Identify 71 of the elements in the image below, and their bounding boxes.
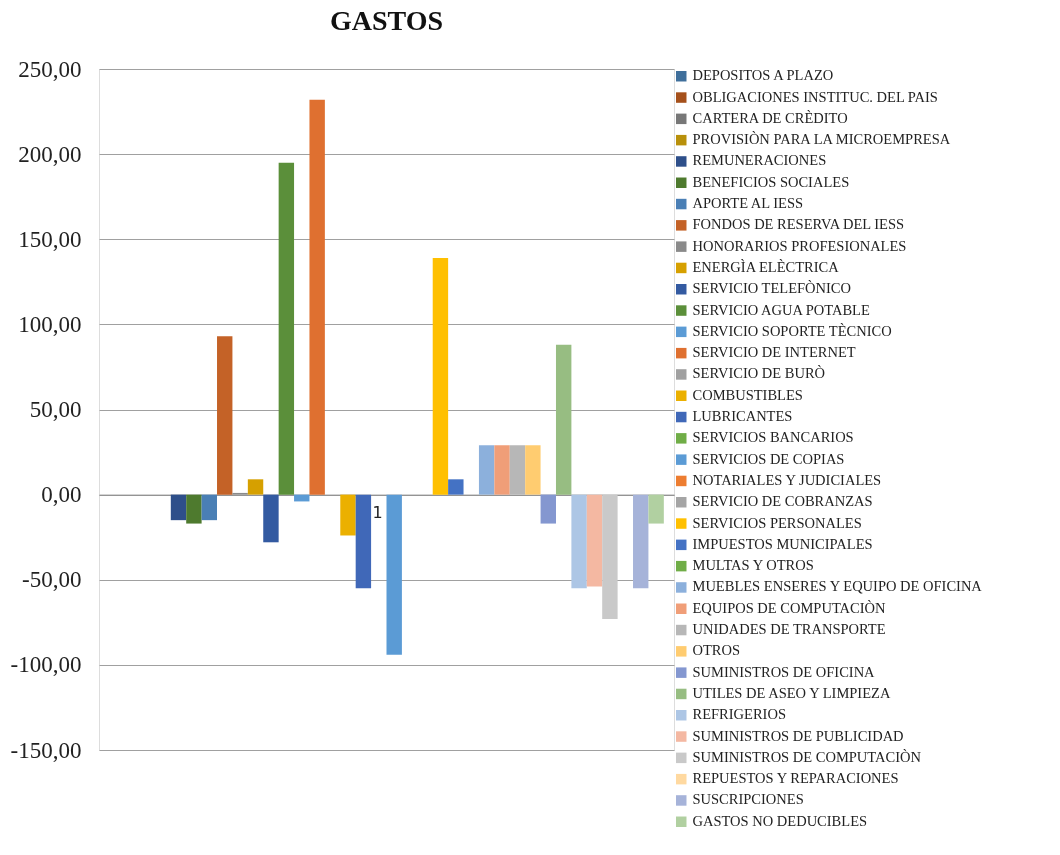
bar: [602, 494, 618, 619]
bar: [540, 494, 556, 524]
bar: [355, 494, 372, 589]
legend-label: REPUESTOS Y REPARACIONES: [692, 770, 899, 787]
bar: [571, 494, 587, 589]
legend-label: EQUIPOS DE COMPUTACIÒN: [692, 599, 887, 616]
y-tick-label: 0,00: [41, 482, 82, 508]
bar: [633, 494, 649, 589]
legend-label: SERVICIO AGUA POTABLE: [692, 301, 870, 318]
legend-label: SERVICIO SOPORTE TÈCNICO: [692, 322, 892, 339]
legend-label: GASTOS NO DEDUCIBLES: [692, 812, 868, 829]
legend-label: ENERGÌA ELÈCTRICA: [692, 258, 840, 275]
y-tick-label: 200,00: [18, 141, 82, 167]
y-tick-label: 250,00: [18, 56, 82, 82]
legend-label: NOTARIALES Y JUDICIALES: [692, 471, 882, 488]
bar: [217, 336, 233, 495]
bar: [263, 494, 279, 543]
bar: [648, 494, 664, 524]
bar: [186, 494, 202, 524]
legend-label: SUMINISTROS DE COMPUTACIÒN: [692, 748, 922, 765]
y-tick-label: 150,00: [18, 226, 82, 252]
bar: [278, 162, 295, 495]
bar: [247, 479, 264, 495]
legend-label: SERVICIOS DE COPIAS: [692, 450, 845, 467]
legend-label: PROVISIÒN PARA LA MICROEMPRESA: [692, 131, 951, 148]
legend-label: MUEBLES ENSERES Y EQUIPO DE OFICINA: [692, 578, 983, 595]
legend-label: MULTAS Y OTROS: [692, 557, 814, 574]
legend-label: OTROS: [692, 642, 741, 659]
legend-label: REMUNERACIONES: [692, 152, 827, 169]
legend-label: SUMINISTROS DE OFICINA: [692, 663, 876, 680]
y-tick-label: -50,00: [22, 567, 82, 593]
legend-label: COMBUSTIBLES: [692, 386, 803, 403]
legend-label: APORTE AL IESS: [692, 195, 804, 212]
legend-label: SUSCRIPCIONES: [692, 791, 804, 808]
y-tick-label: 100,00: [18, 311, 82, 337]
y-tick-label: -100,00: [10, 652, 82, 678]
legend-label: FONDOS DE RESERVA DEL IESS: [692, 216, 905, 233]
bar: [201, 494, 218, 521]
bar: [448, 479, 464, 495]
bar: [478, 445, 495, 495]
bar: [555, 344, 572, 495]
legend-label: SUMINISTROS DE PUBLICIDAD: [692, 727, 904, 744]
bar: [340, 494, 356, 536]
legend-label: UTILES DE ASEO Y LIMPIEZA: [692, 684, 891, 701]
legend-label: SERVICIO TELEFÒNICO: [692, 280, 851, 297]
legend-label: BENEFICIOS SOCIALES: [692, 173, 850, 190]
bar: [432, 257, 449, 495]
legend-label: DEPOSITOS A PLAZO: [692, 67, 834, 84]
bar: [586, 494, 603, 587]
x-tick-label: 1: [372, 503, 383, 523]
bar: [309, 99, 325, 495]
bar: [494, 445, 510, 495]
legend-label: SERVICIO DE COBRANZAS: [692, 493, 873, 510]
legend-label: LUBRICANTES: [692, 408, 793, 425]
legend-label: REFRIGERIOS: [692, 706, 786, 723]
legend-label: CARTERA DE CRÈDITO: [692, 109, 848, 126]
legend-label: SERVICIO DE BURÒ: [692, 365, 826, 382]
legend-label: OBLIGACIONES INSTITUC. DEL PAIS: [692, 88, 938, 105]
bar: [509, 445, 526, 495]
y-tick-label: 50,00: [29, 397, 82, 422]
bar: [386, 494, 402, 655]
legend-label: IMPUESTOS MUNICIPALES: [692, 535, 873, 552]
legend-label: SERVICIOS PERSONALES: [692, 514, 862, 531]
bar: [170, 494, 187, 521]
legend-label: HONORARIOS PROFESIONALES: [692, 237, 907, 254]
legend-label: SERVICIOS BANCARIOS: [692, 429, 854, 446]
legend-label: SERVICIO DE INTERNET: [692, 344, 856, 361]
legend-label: UNIDADES DE TRANSPORTE: [692, 621, 886, 638]
chart-title: GASTOS: [329, 5, 444, 36]
bar: [525, 445, 541, 495]
y-tick-label: -150,00: [10, 737, 82, 763]
